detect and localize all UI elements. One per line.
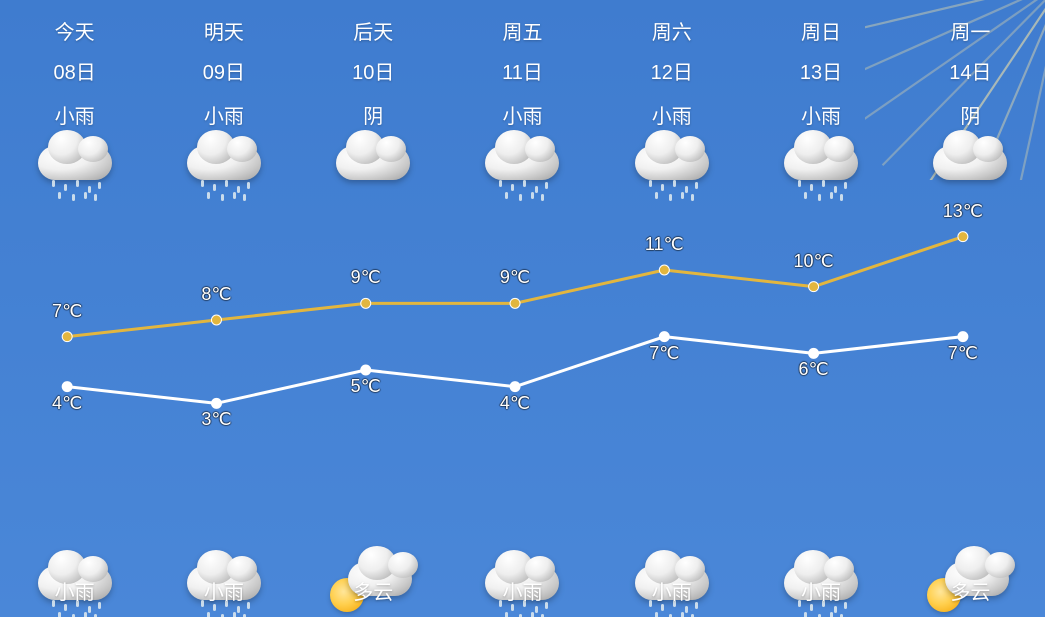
- overcast-icon: [925, 140, 1015, 210]
- forecast-columns: 今天08日小雨小雨明天09日小雨小雨后天10日阴多云周五11日小雨小雨周六12日…: [0, 0, 1045, 617]
- overcast-icon: [328, 140, 418, 210]
- forecast-day[interactable]: 周六12日小雨小雨: [597, 0, 746, 617]
- day-condition: 阴: [363, 100, 383, 129]
- day-name: 今天: [55, 16, 95, 45]
- forecast-day[interactable]: 周日13日小雨小雨: [746, 0, 895, 617]
- day-name: 明天: [204, 16, 244, 45]
- day-condition: 小雨: [502, 100, 542, 129]
- day-condition: 小雨: [652, 100, 692, 129]
- forecast-day[interactable]: 明天09日小雨小雨: [149, 0, 298, 617]
- day-name: 周五: [502, 16, 542, 45]
- day-name: 周一: [950, 16, 990, 45]
- light-rain-icon: [627, 140, 717, 210]
- night-condition: 多云: [950, 576, 990, 605]
- day-date: 12日: [651, 56, 693, 85]
- forecast-day[interactable]: 今天08日小雨小雨: [0, 0, 149, 617]
- day-condition: 阴: [960, 100, 980, 129]
- day-date: 09日: [203, 56, 245, 85]
- day-condition: 小雨: [55, 100, 95, 129]
- day-name: 周六: [652, 16, 692, 45]
- day-date: 11日: [502, 56, 543, 85]
- day-date: 14日: [949, 56, 991, 85]
- night-condition: 小雨: [502, 576, 542, 605]
- night-condition: 多云: [353, 576, 393, 605]
- light-rain-icon: [776, 140, 866, 210]
- day-name: 周日: [801, 16, 841, 45]
- light-rain-icon: [179, 140, 269, 210]
- forecast-day[interactable]: 周一 14日阴多云: [896, 0, 1045, 617]
- day-name: 后天: [353, 16, 393, 45]
- night-condition: 小雨: [55, 576, 95, 605]
- light-rain-icon: [30, 140, 120, 210]
- night-condition: 小雨: [801, 576, 841, 605]
- day-condition: 小雨: [801, 100, 841, 129]
- night-condition: 小雨: [652, 576, 692, 605]
- light-rain-icon: [477, 140, 567, 210]
- day-date: 08日: [54, 56, 96, 85]
- forecast-day[interactable]: 后天 10日阴多云: [299, 0, 448, 617]
- day-condition: 小雨: [204, 100, 244, 129]
- day-date: 10日: [352, 56, 394, 85]
- day-date: 13日: [800, 56, 842, 85]
- forecast-day[interactable]: 周五11日小雨小雨: [448, 0, 597, 617]
- night-condition: 小雨: [204, 576, 244, 605]
